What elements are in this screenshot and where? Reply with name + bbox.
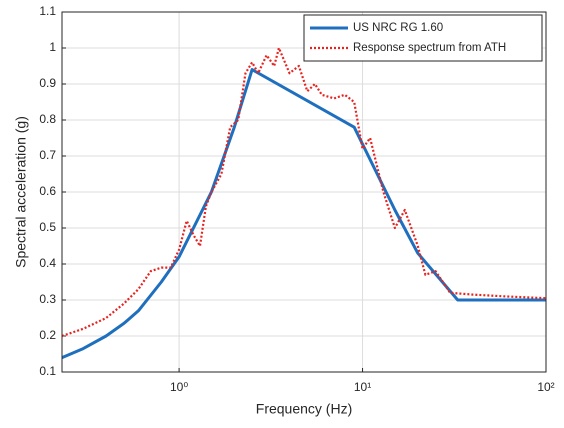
y-axis-label: Spectral acceleration (g) (13, 116, 29, 268)
legend-label: US NRC RG 1.60 (353, 22, 443, 34)
x-axis-label: Frequency (Hz) (256, 401, 352, 417)
legend-label: Response spectrum from ATH (353, 42, 506, 54)
x-tick-label: 10² (537, 380, 554, 394)
y-tick-label: 1.1 (39, 4, 56, 18)
y-tick-label: 0.7 (39, 148, 56, 162)
legend-box (303, 14, 543, 62)
series-line (61, 68, 546, 359)
y-tick-label: 0.3 (39, 292, 56, 306)
y-tick-label: 0.2 (39, 328, 56, 342)
y-tick-label: 0.5 (39, 220, 56, 234)
series-line (61, 46, 547, 338)
y-tick-label: 0.9 (39, 76, 56, 90)
y-tick-label: 1 (49, 40, 56, 54)
y-tick-label: 0.6 (39, 184, 56, 198)
plot-frame (61, 11, 547, 373)
x-tick-label: 10⁰ (170, 380, 188, 394)
y-tick-label: 0.4 (39, 256, 56, 270)
y-tick-label: 0.8 (39, 112, 56, 126)
y-tick-label: 0.1 (39, 364, 56, 378)
x-tick-label: 10¹ (354, 380, 371, 394)
